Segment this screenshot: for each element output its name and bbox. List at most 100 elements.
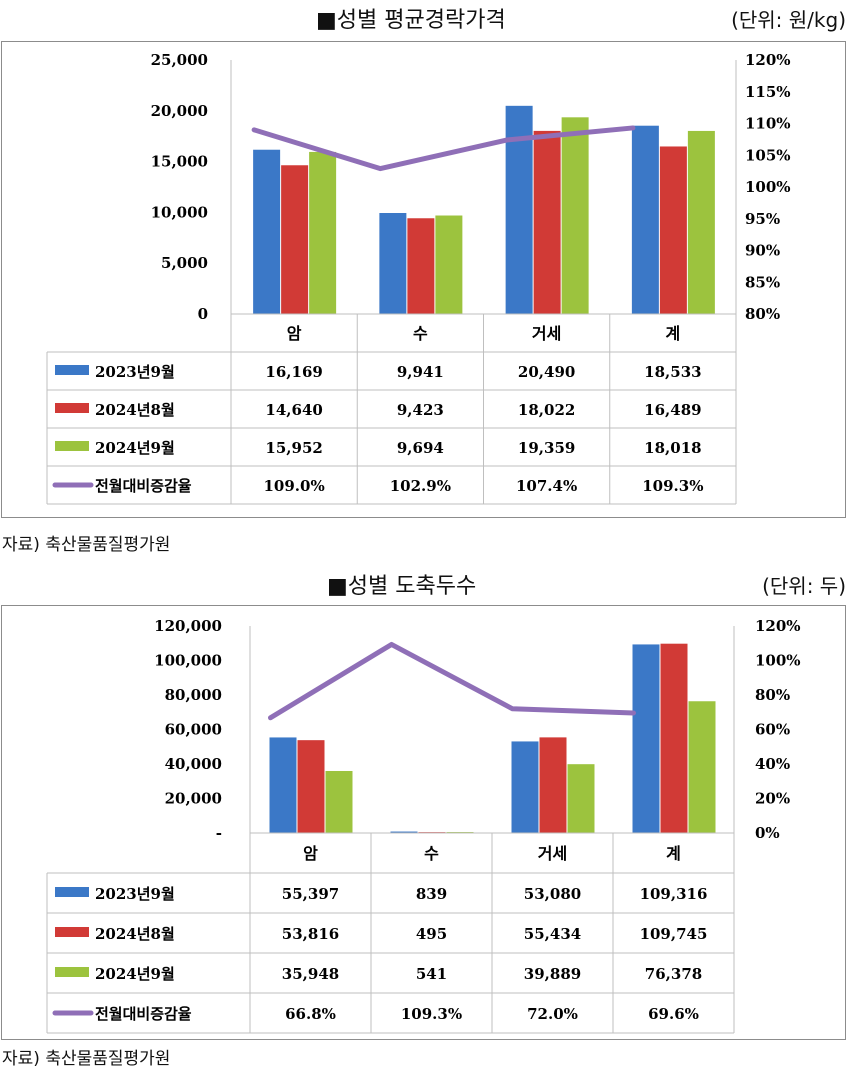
- y-right-tick-label: 20%: [755, 790, 790, 808]
- category-label: 계: [666, 844, 681, 863]
- y-left-tick-label: 15,000: [151, 153, 208, 171]
- legend-swatch: [55, 887, 89, 897]
- data-table-value: 16,489: [644, 401, 701, 419]
- data-table-value: 35,948: [282, 965, 339, 983]
- y-right-tick-label: 90%: [745, 242, 780, 260]
- bar-1-3: [659, 146, 687, 314]
- legend-series-name: 전월대비증감율: [95, 1005, 192, 1023]
- category-label: 암: [303, 844, 318, 863]
- y-right-tick-label: 0%: [755, 824, 780, 842]
- y-right-tick-label: 85%: [745, 273, 780, 291]
- bar-2-0: [325, 770, 353, 833]
- bar-0-1: [379, 212, 407, 314]
- y-right-tick-label: 80%: [745, 305, 780, 323]
- chart1-svg: 25,000 20,000 15,000 10,000 5,000 0 120% 115% 11…: [46, 51, 791, 505]
- y-right-tick-label: 120%: [745, 51, 791, 69]
- y-left-tick-label: 120,000: [154, 617, 222, 635]
- chart2-unit-label: (단위: 두): [762, 574, 846, 598]
- category-label: 거세: [538, 844, 567, 863]
- line-series: [268, 641, 636, 721]
- y-right-tick-label: 95%: [745, 210, 780, 228]
- legend-swatch: [55, 365, 89, 375]
- y-right-tick-label: 120%: [755, 617, 801, 635]
- data-table-value: 102.9%: [390, 477, 451, 495]
- data-table-value: 69.6%: [648, 1005, 699, 1023]
- line-series: [251, 125, 636, 172]
- bar-1-3: [660, 643, 688, 833]
- y-right-tick-label: 105%: [745, 146, 791, 164]
- bar-1-2: [539, 737, 567, 833]
- chart1-title: ■성별 평균경락가격: [316, 8, 506, 33]
- data-table-value: 20,490: [518, 363, 575, 381]
- data-table-value: 9,941: [397, 363, 444, 381]
- y-left-tick-label: 10,000: [151, 203, 208, 221]
- bar-0-1: [390, 831, 418, 833]
- data-table-value: 107.4%: [516, 477, 577, 495]
- y-right-tick-label: 60%: [755, 721, 790, 739]
- y-right-tick-label: 100%: [755, 652, 801, 670]
- bar-2-0: [309, 151, 337, 314]
- y-left-tick-label: 0: [198, 305, 208, 323]
- data-table-value: 109,316: [640, 885, 708, 903]
- data-table-value: 53,080: [524, 885, 581, 903]
- category-label: 거세: [532, 324, 561, 343]
- y-left-tick-label: 40,000: [165, 755, 222, 773]
- bar-0-0: [253, 149, 281, 314]
- y-left-tick-label: 80,000: [165, 686, 222, 704]
- legend-swatch: [55, 927, 89, 937]
- legend-series-name: 2023년9월: [95, 363, 175, 381]
- bar-0-2: [511, 741, 539, 833]
- data-table-value: 76,378: [645, 965, 702, 983]
- y-right-tick-label: 40%: [755, 755, 790, 773]
- data-table-value: 109.0%: [264, 477, 325, 495]
- legend-series-name: 2024년9월: [95, 439, 175, 457]
- data-table-value: 109,745: [640, 925, 708, 943]
- data-table-value: 55,397: [282, 885, 339, 903]
- y-left-tick-label: 60,000: [165, 721, 222, 739]
- bar-1-0: [297, 740, 325, 833]
- data-table-value: 109.3%: [401, 1005, 462, 1023]
- legend-swatch: [55, 403, 89, 413]
- data-table-value: 55,434: [524, 925, 581, 943]
- y-left-tick-label: -: [216, 824, 222, 842]
- chart2-svg: 120,000 100,000 80,000 60,000 40,000 20,000 - 1…: [46, 617, 801, 1034]
- data-table-value: 18,022: [518, 401, 575, 419]
- legend-series-name: 전월대비증감율: [95, 477, 192, 495]
- legend-swatch: [55, 441, 89, 451]
- y-left-tick-label: 5,000: [161, 254, 208, 272]
- legend-series-name: 2024년8월: [95, 925, 175, 943]
- chart1-source-note: 자료) 축산물품질평가원: [2, 535, 171, 555]
- legend-series-name: 2024년8월: [95, 401, 175, 419]
- data-table-value: 53,816: [282, 925, 339, 943]
- legend-series-name: 2023년9월: [95, 885, 175, 903]
- data-table-value: 839: [416, 885, 447, 903]
- data-table-value: 39,889: [524, 965, 581, 983]
- data-table-value: 541: [416, 965, 447, 983]
- data-table-value: 495: [416, 925, 447, 943]
- bar-0-0: [269, 737, 297, 833]
- data-table-value: 14,640: [265, 401, 322, 419]
- bar-2-2: [567, 764, 595, 833]
- legend-swatch: [55, 967, 89, 977]
- chart2-title: ■성별 도축두수: [327, 574, 477, 599]
- data-table-value: 9,694: [397, 439, 444, 457]
- data-table-value: 9,423: [397, 401, 444, 419]
- bar-2-1: [435, 215, 463, 314]
- y-right-tick-label: 110%: [745, 115, 791, 133]
- bar-2-3: [688, 701, 716, 833]
- category-label: 수: [424, 844, 439, 863]
- y-right-tick-label: 80%: [755, 686, 790, 704]
- data-table-value: 15,952: [265, 439, 322, 457]
- legend-series-name: 2024년9월: [95, 965, 175, 983]
- category-label: 수: [413, 324, 428, 343]
- data-table-value: 18,018: [644, 439, 701, 457]
- bar-0-3: [632, 644, 660, 833]
- y-left-tick-label: 20,000: [165, 790, 222, 808]
- y-left-tick-label: 100,000: [154, 652, 222, 670]
- y-right-tick-label: 100%: [745, 178, 791, 196]
- chart2-source-note: 자료) 축산물품질평가원: [2, 1049, 171, 1069]
- category-label: 암: [287, 324, 302, 343]
- bar-1-2: [533, 130, 561, 314]
- data-table-value: 72.0%: [527, 1005, 578, 1023]
- y-left-tick-label: 20,000: [151, 102, 208, 120]
